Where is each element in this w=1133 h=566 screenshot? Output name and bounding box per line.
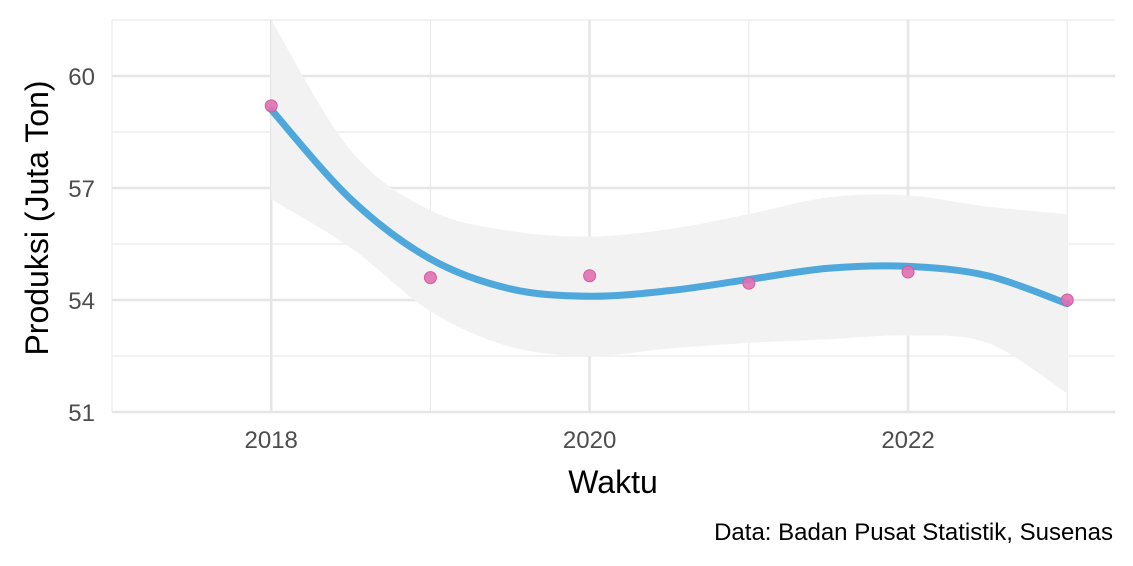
y-axis-title: Produksi (Juta Ton) bbox=[19, 80, 55, 355]
x-axis-title: Waktu bbox=[568, 464, 658, 500]
data-point-2021 bbox=[742, 276, 756, 290]
confidence-band-area bbox=[271, 20, 1068, 394]
y-tick-label-51: 51 bbox=[68, 400, 95, 427]
smooth-trend-line bbox=[267, 106, 1071, 308]
data-point-2020 bbox=[583, 269, 597, 283]
data-point-2022 bbox=[901, 265, 915, 279]
data-point-2023 bbox=[1060, 293, 1074, 307]
y-tick-label-60: 60 bbox=[68, 64, 95, 91]
data-points bbox=[264, 99, 1074, 307]
y-tick-label-54: 54 bbox=[68, 288, 95, 315]
data-point-2019 bbox=[423, 271, 437, 285]
data-point-2018 bbox=[264, 99, 278, 113]
x-tick-labels: 2018 2020 2022 bbox=[245, 427, 935, 454]
caption: Data: Badan Pusat Statistik, Susenas bbox=[714, 519, 1113, 546]
y-tick-labels: 51 54 57 60 bbox=[68, 64, 95, 427]
smooth-line bbox=[267, 106, 1071, 308]
x-tick-label-2020: 2020 bbox=[563, 427, 616, 454]
y-tick-label-57: 57 bbox=[68, 176, 95, 203]
x-tick-label-2022: 2022 bbox=[881, 427, 934, 454]
x-tick-label-2018: 2018 bbox=[245, 427, 298, 454]
confidence-band bbox=[271, 20, 1068, 394]
